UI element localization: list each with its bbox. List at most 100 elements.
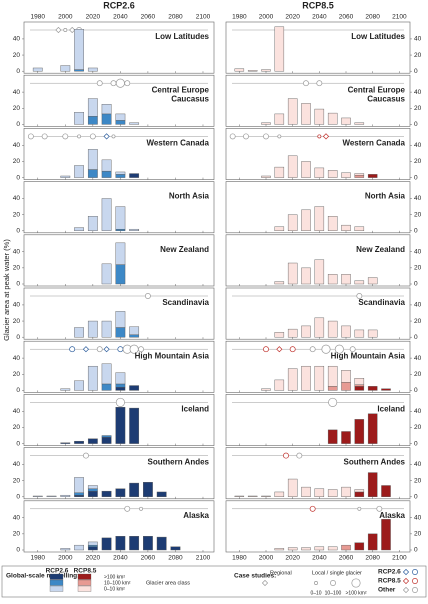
bar-segment: [101, 436, 112, 444]
panel-frame: [225, 234, 411, 287]
case-marker: [115, 397, 125, 407]
case-marker: [334, 344, 344, 354]
bar-segment: [87, 365, 98, 391]
bar-segment: [143, 536, 153, 551]
bar-segment: [87, 544, 98, 547]
case-marker: [289, 346, 296, 353]
y-tick-label: 20: [13, 477, 21, 484]
bar-segment: [101, 383, 112, 391]
y-tick-label: 40: [414, 248, 422, 255]
bar-segment: [287, 262, 298, 285]
y-tick-label: 0: [414, 334, 418, 341]
bar-segment: [101, 198, 112, 231]
y-tick-label: 40: [414, 36, 422, 43]
case-marker: [124, 80, 131, 87]
case-marker: [62, 133, 69, 140]
legend-box: [1, 565, 427, 598]
bar-segment: [341, 274, 351, 285]
bar-segment: [74, 227, 84, 231]
panel-frame: [225, 340, 411, 393]
case-marker: [82, 346, 90, 353]
y-tick-label: 40: [13, 408, 21, 415]
legend-label: Local / single glacier: [312, 570, 362, 576]
bar-segment: [367, 174, 378, 178]
bar-segment: [74, 494, 84, 497]
bar-segment: [101, 320, 112, 338]
region-label: Iceland: [377, 405, 405, 414]
case-marker: [316, 80, 323, 87]
bar-segment: [354, 419, 365, 444]
case-marker: [303, 80, 309, 87]
y-tick-label: 40: [13, 514, 21, 521]
bar-segment: [87, 546, 98, 551]
bar-segment: [354, 329, 365, 338]
region-label: North Asia: [365, 192, 406, 201]
x-tick-label: 2000: [259, 555, 274, 562]
y-tick-label: 0: [16, 68, 20, 75]
bar-segment: [287, 214, 298, 232]
bar-segment: [274, 113, 285, 125]
bar-segment: [129, 407, 140, 444]
bar-segment: [367, 413, 378, 444]
bar-segment: [74, 29, 84, 70]
bar-segment: [101, 363, 112, 385]
bar-segment: [341, 370, 351, 383]
legend-label: 0–10: [310, 590, 321, 596]
column-title: RCP2.6: [103, 0, 135, 10]
bar-segment: [314, 488, 325, 498]
bar-segment: [101, 263, 112, 285]
y-tick-label: 20: [13, 158, 21, 165]
case-marker: [41, 133, 48, 140]
bar-segment: [354, 491, 365, 498]
y-tick-label: 40: [13, 355, 21, 362]
case-marker: [77, 134, 82, 139]
region-label: Low Latitudes: [351, 32, 405, 41]
case-marker: [63, 28, 68, 32]
bar-segment: [87, 169, 98, 178]
bar-segment: [341, 224, 351, 231]
case-marker: [412, 587, 418, 593]
bar-segment: [101, 537, 112, 551]
x-tick-label: 2060: [141, 555, 156, 562]
bar-segment: [301, 325, 311, 338]
bar-segment: [314, 167, 325, 178]
panel-frame: [225, 500, 411, 553]
x-tick-label: 2020: [285, 14, 300, 21]
x-tick-label: 2080: [168, 555, 183, 562]
region-label: Caucasus: [367, 94, 405, 103]
y-tick-label: 40: [414, 461, 422, 468]
panel-frame: [225, 21, 411, 74]
x-tick-label: 2020: [285, 555, 300, 562]
bar-segment: [327, 216, 338, 231]
bar-segment: [115, 386, 126, 391]
bar-segment: [247, 495, 258, 498]
x-tick-label: 2020: [86, 555, 101, 562]
y-tick-label: 0: [414, 547, 418, 554]
bar-segment: [327, 489, 338, 497]
legend-label: 10–100 km²: [104, 580, 131, 586]
bar-segment: [74, 477, 84, 493]
y-tick-label: 40: [13, 142, 21, 149]
x-tick-label: 2060: [339, 14, 354, 21]
legend-swatch: [77, 573, 92, 580]
bar-segment: [261, 69, 271, 72]
bar-segment: [314, 108, 325, 125]
bar-segment: [341, 325, 351, 338]
bar-segment: [287, 368, 298, 391]
bar-segment: [87, 320, 98, 338]
y-tick-label: 20: [13, 318, 21, 325]
bar-segment: [341, 544, 351, 551]
case-marker: [110, 80, 117, 87]
case-marker: [96, 346, 103, 353]
x-tick-label: 1980: [232, 555, 247, 562]
y-tick-label: 40: [414, 514, 422, 521]
bar-segment: [74, 327, 84, 338]
bar-segment: [129, 482, 140, 498]
x-tick-label: 1980: [31, 14, 46, 21]
panel-frame: [225, 394, 411, 446]
bar-segment: [367, 329, 378, 338]
bar-segment: [115, 171, 126, 175]
bar-segment: [341, 117, 351, 125]
x-tick-label: 2040: [312, 555, 327, 562]
case-marker: [317, 134, 322, 139]
